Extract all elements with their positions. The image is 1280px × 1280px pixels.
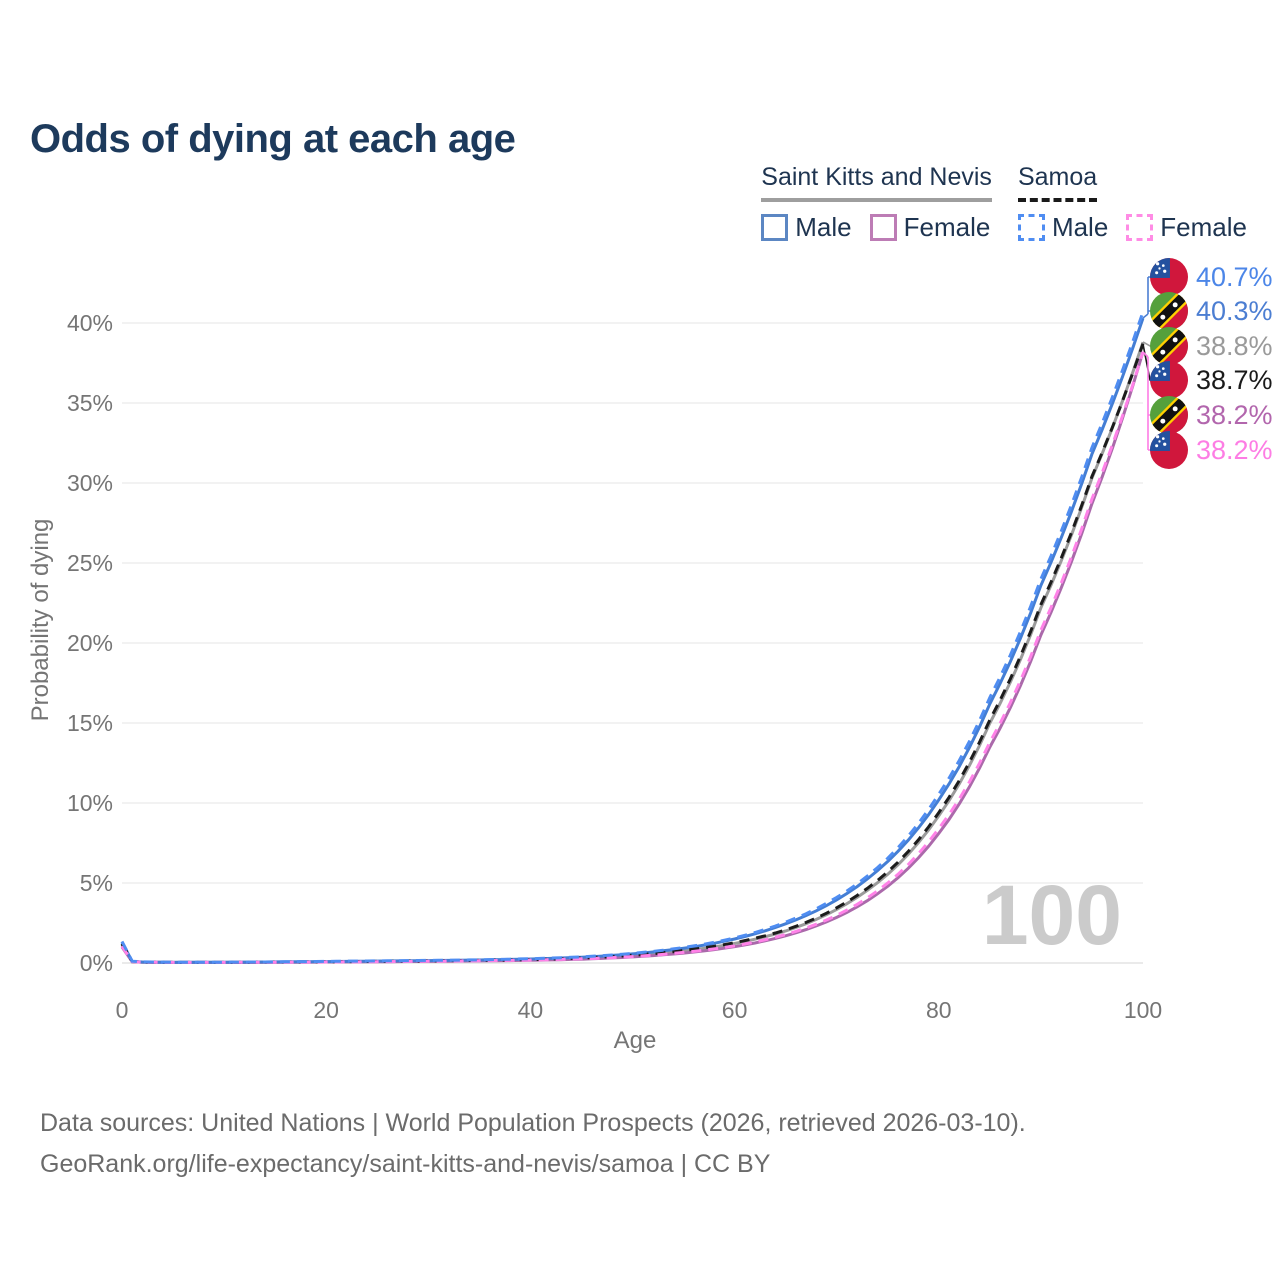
saint-kitts-and-nevis-flag-icon — [1150, 327, 1188, 365]
svg-text:15%: 15% — [67, 710, 113, 736]
svg-text:30%: 30% — [67, 470, 113, 496]
svg-text:100: 100 — [1124, 997, 1162, 1023]
legend-items-samoa: Male Female — [1017, 212, 1247, 243]
end-label-value: 38.2% — [1196, 434, 1273, 465]
svg-text:60: 60 — [722, 997, 748, 1023]
svg-text:20%: 20% — [67, 630, 113, 656]
samoa-flag-icon — [1150, 361, 1188, 399]
end-label-value: 40.7% — [1196, 261, 1273, 292]
legend-item-label: Female — [1160, 212, 1247, 242]
samoa-flag-icon — [1150, 258, 1188, 296]
end-label-row: 38.7% — [1150, 361, 1273, 399]
legend-group-title-saint-kitts-and-nevis: Saint Kitts and Nevis — [761, 163, 992, 202]
svg-text:35%: 35% — [67, 390, 113, 416]
legend-item-skn-male[interactable]: Male — [761, 212, 852, 243]
saint-kitts-and-nevis-flag-icon — [1150, 292, 1188, 330]
x-axis-title: Age — [614, 1027, 657, 1054]
svg-text:0%: 0% — [80, 950, 113, 976]
legend-group-saint-kitts-and-nevis: Saint Kitts and Nevis Male Female — [761, 163, 992, 243]
saint-kitts-and-nevis-flag-icon — [1150, 396, 1188, 434]
svg-text:5%: 5% — [80, 870, 113, 896]
legend: Saint Kitts and Nevis Male Female Samoa … — [761, 163, 1247, 243]
svg-text:10%: 10% — [67, 790, 113, 816]
legend-item-label: Female — [903, 212, 991, 242]
samoa-male-swatch-icon — [1017, 214, 1045, 241]
skn-male-swatch-icon — [761, 214, 789, 241]
legend-item-skn-female[interactable]: Female — [869, 212, 991, 243]
skn-female-swatch-icon — [869, 214, 897, 241]
y-axis-title: Probability of dying — [27, 519, 54, 722]
end-label-value: 38.2% — [1196, 399, 1273, 430]
end-label-value: 38.7% — [1196, 364, 1273, 395]
legend-items-saint-kitts-and-nevis: Male Female — [761, 212, 990, 243]
end-label-row: 40.7% — [1150, 258, 1273, 296]
svg-text:20: 20 — [313, 997, 339, 1023]
end-label-row: 38.2% — [1150, 431, 1273, 469]
gridlines — [122, 322, 1143, 964]
footer-data-sources: Data sources: United Nations | World Pop… — [40, 1109, 1026, 1137]
end-label-value: 38.8% — [1196, 330, 1273, 361]
svg-text:0: 0 — [116, 997, 129, 1023]
footer-attribution-link: GeoRank.org/life-expectancy/saint-kitts-… — [40, 1150, 771, 1178]
series-line-samoa-female — [120, 351, 1145, 964]
legend-group-samoa: Samoa Male Female — [1017, 163, 1247, 243]
svg-text:40: 40 — [518, 997, 544, 1023]
svg-text:25%: 25% — [67, 550, 113, 576]
end-label-value: 40.3% — [1196, 295, 1273, 326]
y-axis-tick-labels: 0% 5% 10% 15% 20% 25% 30% 35% 40% — [67, 310, 113, 976]
legend-item-label: Male — [795, 212, 852, 242]
legend-item-samoa-male[interactable]: Male — [1017, 212, 1109, 243]
page-title: Odds of dying at each age — [30, 116, 516, 161]
legend-item-label: Male — [1051, 212, 1109, 242]
series-line-saint-kitts-and-nevis-male — [120, 317, 1145, 964]
legend-group-title-samoa: Samoa — [1017, 163, 1098, 202]
x-axis-tick-labels: 0 20 40 60 80 100 — [116, 997, 1163, 1023]
svg-text:80: 80 — [926, 997, 952, 1023]
series-line-samoa-both — [120, 343, 1145, 964]
samoa-female-swatch-icon — [1126, 214, 1154, 241]
svg-text:40%: 40% — [67, 310, 113, 336]
end-label-row: 38.8% — [1150, 327, 1273, 365]
age-watermark: 100 — [982, 868, 1122, 962]
end-label-row: 38.2% — [1150, 396, 1273, 434]
legend-item-samoa-female[interactable]: Female — [1126, 212, 1247, 243]
end-label-row: 40.3% — [1150, 292, 1273, 330]
series-line-samoa-male — [120, 311, 1145, 964]
samoa-flag-icon — [1150, 431, 1188, 469]
